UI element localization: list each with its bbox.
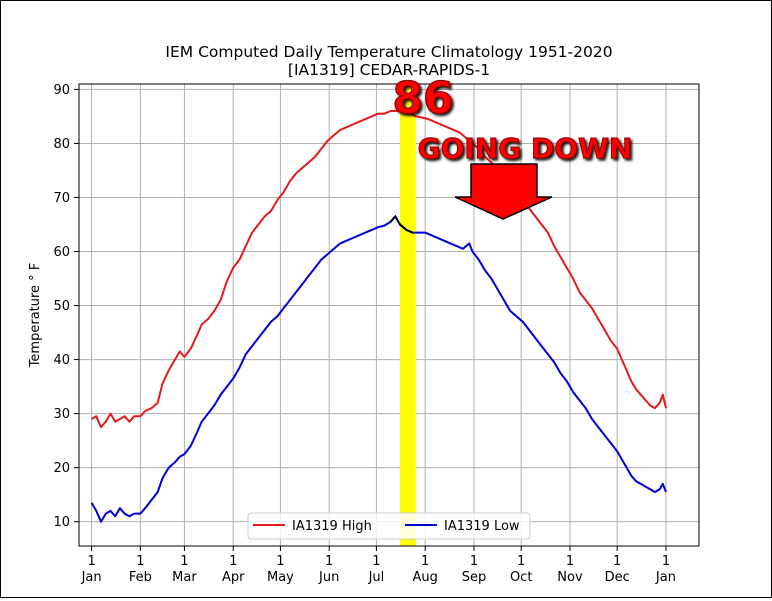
x-tick-label-month: Jun [318,570,339,585]
x-axis: 1Jan1Feb1Mar1Apr1May1Jun1Jul1Aug1Sep1Oct… [81,546,676,585]
x-tick-label-number: 1 [566,554,574,569]
y-tick-label: 80 [53,137,70,152]
x-tick-label-month: Dec [605,570,630,585]
y-tick-label: 30 [53,407,70,422]
peak-temperature-label: 86 [392,73,453,124]
highlight-band [400,84,416,546]
plot-area-border [78,83,700,547]
chart-subtitle: [IA1319] CEDAR-RAPIDS-1 [288,61,490,79]
x-tick-label-month: Oct [510,570,532,585]
y-tick-label: 20 [53,461,70,476]
x-tick-label-number: 1 [229,554,237,569]
y-axis: 10 20 30 40 50 60 70 80 90 [53,83,79,530]
down-arrow-icon [454,163,553,220]
x-tick-label-month: Apr [222,570,245,585]
x-tick-label-number: 1 [517,554,525,569]
y-tick-label: 60 [53,245,70,260]
x-tick-label-number: 1 [470,554,478,569]
series-layer [90,108,667,523]
y-tick-label: 10 [53,515,70,530]
x-tick-label-month: Jan [655,570,676,585]
x-tick-label-number: 1 [276,554,284,569]
x-tick-label-month: Jan [81,570,102,585]
x-tick-label-month: Mar [172,570,197,585]
x-tick-label-month: Sep [462,570,487,585]
x-tick-label-month: Jul [368,570,385,585]
y-tick-label: 90 [53,83,70,98]
legend: IA1319 High IA1319 Low [247,512,531,540]
y-tick-label: 50 [53,299,70,314]
y-tick-label: 70 [53,191,70,206]
legend-box [247,512,531,540]
x-tick-label-month: May [267,570,294,585]
x-tick-label-number: 1 [180,554,188,569]
x-tick-label-month: Aug [412,570,437,585]
series-line-high [91,108,667,429]
x-tick-label-number: 1 [325,554,333,569]
peak-low-segment [389,214,413,234]
x-tick-label-number: 1 [613,554,621,569]
x-tick-label-month: Nov [557,570,583,585]
legend-label-low: IA1319 Low [444,519,520,534]
x-tick-label-number: 1 [136,554,144,569]
x-tick-label-number: 1 [662,554,670,569]
y-axis-label: Temperature ° F [28,263,43,369]
chart-title: IEM Computed Daily Temperature Climatolo… [165,43,612,61]
x-tick-label-month: Feb [129,570,152,585]
going-down-callout: GOING DOWN [418,132,633,165]
x-tick-label-number: 1 [421,554,429,569]
y-tick-label: 40 [53,353,70,368]
legend-label-high: IA1319 High [292,519,372,534]
series-line-low [90,215,667,523]
annotations: 86 GOING DOWN [392,72,633,220]
x-tick-label-number: 1 [87,554,95,569]
x-tick-label-number: 1 [372,554,380,569]
